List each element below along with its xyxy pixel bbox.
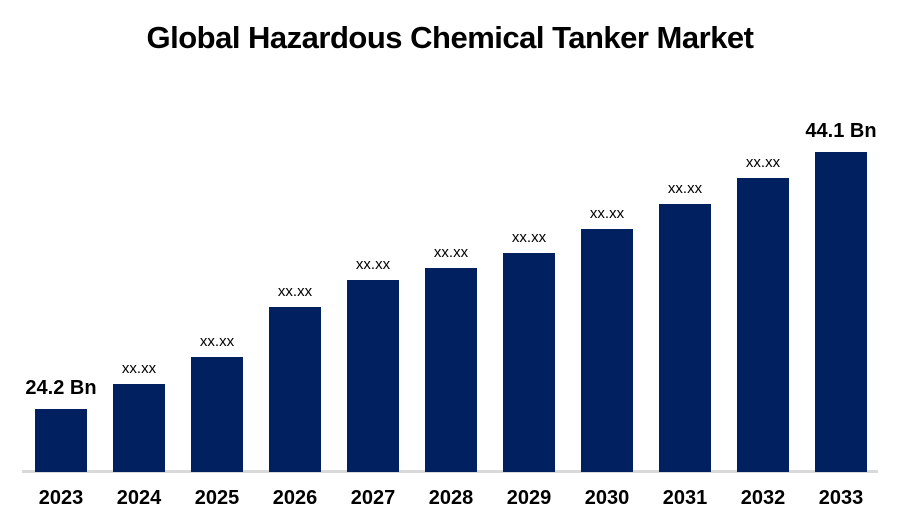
- bar-2030: [581, 229, 633, 472]
- x-tick-2026: 2026: [272, 487, 318, 509]
- x-tick-2025: 2025: [194, 487, 240, 509]
- value-label-2026: xx.xx: [277, 283, 313, 300]
- bar-column-2026: xx.xx 2026: [269, 0, 321, 525]
- bar-2031: [659, 204, 711, 472]
- bar-2023: [35, 409, 87, 472]
- x-tick-2023: 2023: [38, 487, 84, 509]
- value-label-2033: 44.1 Bn: [805, 120, 877, 142]
- x-tick-2033: 2033: [818, 487, 864, 509]
- x-tick-2028: 2028: [428, 487, 474, 509]
- x-tick-2027: 2027: [350, 487, 396, 509]
- x-tick-2030: 2030: [584, 487, 630, 509]
- bar-2033: [815, 152, 867, 472]
- value-label-2030: xx.xx: [589, 205, 625, 222]
- x-tick-2031: 2031: [662, 487, 708, 509]
- x-tick-2032: 2032: [740, 487, 786, 509]
- x-tick-2024: 2024: [116, 487, 162, 509]
- bar-column-2031: xx.xx 2031: [659, 0, 711, 525]
- bar-column-2027: xx.xx 2027: [347, 0, 399, 525]
- value-label-2028: xx.xx: [433, 244, 469, 261]
- value-label-2024: xx.xx: [121, 360, 157, 377]
- bar-2024: [113, 384, 165, 472]
- bar-column-2024: xx.xx 2024: [113, 0, 165, 525]
- x-tick-2029: 2029: [506, 487, 552, 509]
- value-label-2029: xx.xx: [511, 229, 547, 246]
- bar-column-2029: xx.xx 2029: [503, 0, 555, 525]
- bar-2028: [425, 268, 477, 472]
- bar-2032: [737, 178, 789, 472]
- bar-column-2023: 24.2 Bn 2023: [25, 0, 96, 525]
- value-label-2025: xx.xx: [199, 333, 235, 350]
- bar-column-2025: xx.xx 2025: [191, 0, 243, 525]
- bar-column-2028: xx.xx 2028: [425, 0, 477, 525]
- bar-2025: [191, 357, 243, 472]
- value-label-2031: xx.xx: [667, 180, 703, 197]
- value-label-2032: xx.xx: [745, 154, 781, 171]
- bar-column-2032: xx.xx 2032: [737, 0, 789, 525]
- bar-2027: [347, 280, 399, 472]
- bar-column-2030: xx.xx 2030: [581, 0, 633, 525]
- bar-2026: [269, 307, 321, 472]
- chart-title: Global Hazardous Chemical Tanker Market: [146, 20, 754, 55]
- bar-2029: [503, 253, 555, 472]
- value-label-2023: 24.2 Bn: [25, 377, 97, 399]
- bar-column-2033: 44.1 Bn 2033: [805, 0, 876, 525]
- value-label-2027: xx.xx: [355, 256, 391, 273]
